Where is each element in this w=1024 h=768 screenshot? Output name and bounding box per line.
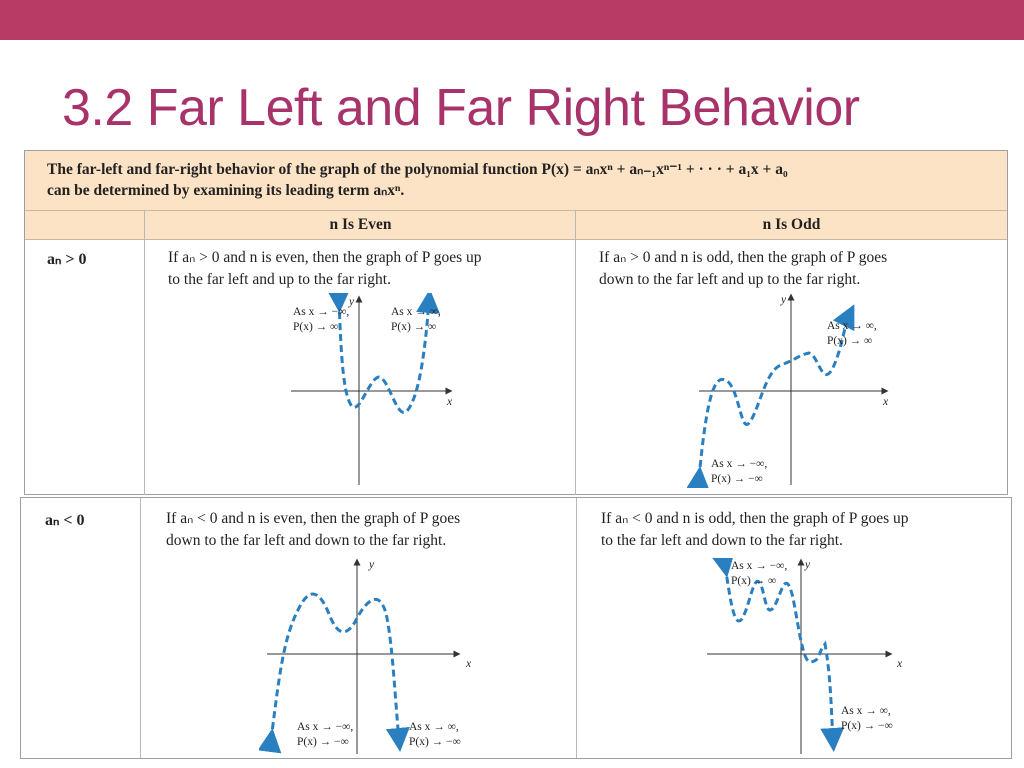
graph-neg-odd: x y As x → −∞, P(x) → ∞ As x → ∞, P(x) →… xyxy=(707,558,903,754)
x-axis-label: x xyxy=(465,658,472,670)
annotation-right-1: As x → ∞, xyxy=(391,306,441,318)
desc-pos-odd-line1: If aₙ > 0 and n is odd, then the graph o… xyxy=(599,249,888,266)
desc-neg-odd: If aₙ < 0 and n is odd, then the graph o… xyxy=(601,508,909,552)
table-intro-line1: The far-left and far-right behavior of t… xyxy=(47,161,788,178)
annotation-right-1: As x → ∞, xyxy=(827,320,877,332)
annotation-left-2: P(x) → −∞ xyxy=(297,736,349,748)
y-axis-label: y xyxy=(780,294,787,306)
desc-neg-odd-line2: to the far left and down to the far righ… xyxy=(601,532,843,549)
annotation-left-1: As x → −∞, xyxy=(731,560,787,572)
row-label-positive: aₙ > 0 xyxy=(47,251,87,268)
table-intro: The far-left and far-right behavior of t… xyxy=(25,151,1007,211)
header-n-even: n Is Even xyxy=(329,216,392,233)
annotation-right-2: P(x) → ∞ xyxy=(827,335,872,347)
slide-title: 3.2 Far Left and Far Right Behavior xyxy=(62,79,860,137)
graph-pos-odd: x y As x → ∞, P(x) → ∞ As x → −∞, P(x) →… xyxy=(687,293,889,488)
table-intro-line2: can be determined by examining its leadi… xyxy=(47,182,405,199)
column-divider xyxy=(144,211,145,495)
annotation-left-2: P(x) → −∞ xyxy=(711,473,763,485)
graph-pos-even: x y As x → −∞, P(x) → ∞ As x → ∞, P(x) →… xyxy=(291,293,453,485)
x-axis-label: x xyxy=(896,658,903,670)
annotation-right-1: As x → ∞, xyxy=(409,721,459,733)
annotation-left-1: As x → −∞, xyxy=(297,721,353,733)
desc-pos-odd-line2: down to the far left and up to the far r… xyxy=(599,271,861,288)
y-axis-label: y xyxy=(804,559,811,571)
behavior-table-bottom: aₙ < 0 If aₙ < 0 and n is even, then the… xyxy=(20,497,1012,759)
desc-neg-even-line2: down to the far left and down to the far… xyxy=(166,532,447,549)
annotation-right-2: P(x) → ∞ xyxy=(391,321,436,333)
y-axis-label: y xyxy=(348,296,355,308)
annotation-right-2: P(x) → −∞ xyxy=(841,720,893,732)
desc-neg-even: If aₙ < 0 and n is even, then the graph … xyxy=(166,508,460,552)
desc-neg-odd-line1: If aₙ < 0 and n is odd, then the graph o… xyxy=(601,510,909,527)
column-divider xyxy=(575,211,576,495)
desc-pos-even: If aₙ > 0 and n is even, then the graph … xyxy=(168,247,482,291)
polynomial-curve xyxy=(711,558,845,752)
row-label-negative: aₙ < 0 xyxy=(45,512,85,529)
desc-neg-even-line1: If aₙ < 0 and n is even, then the graph … xyxy=(166,510,461,527)
top-accent-bar xyxy=(0,0,1024,40)
annotation-left-1: As x → −∞, xyxy=(711,458,767,470)
annotation-left-2: P(x) → ∞ xyxy=(293,321,338,333)
annotation-left-2: P(x) → ∞ xyxy=(731,575,776,587)
polynomial-curve xyxy=(326,293,441,415)
header-n-odd: n Is Odd xyxy=(762,216,821,233)
column-divider xyxy=(140,498,141,758)
polynomial-curve xyxy=(259,592,410,754)
behavior-table-top: The far-left and far-right behavior of t… xyxy=(24,150,1008,495)
table-header-row: n Is Even n Is Odd xyxy=(25,211,1007,240)
annotation-left-1: As x → −∞, xyxy=(293,306,349,318)
desc-pos-odd: If aₙ > 0 and n is odd, then the graph o… xyxy=(599,247,887,291)
annotation-right-2: P(x) → −∞ xyxy=(409,736,461,748)
polynomial-curve xyxy=(687,304,855,488)
annotation-right-1: As x → ∞, xyxy=(841,705,891,717)
x-axis-label: x xyxy=(446,396,453,408)
desc-pos-even-line1: If aₙ > 0 and n is even, then the graph … xyxy=(168,249,482,266)
y-axis-label: y xyxy=(368,559,375,571)
graph-neg-even: x y As x → −∞, P(x) → −∞ As x → ∞, P(x) … xyxy=(259,558,472,754)
x-axis-label: x xyxy=(882,396,889,408)
column-divider xyxy=(576,498,577,758)
desc-pos-even-line2: to the far left and up to the far right. xyxy=(168,271,391,288)
